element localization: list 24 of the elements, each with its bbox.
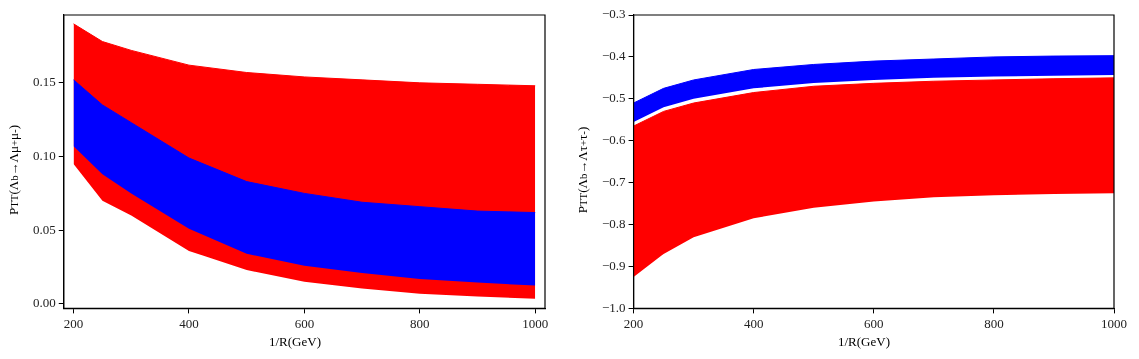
x-axis-title: 1/R(GeV) [837, 334, 891, 350]
y-tick-label: −0.7 [601, 174, 627, 190]
x-tick-label: 600 [294, 315, 315, 331]
x-tick-label: 400 [743, 315, 764, 331]
y-tick-label: −0.4 [601, 48, 627, 64]
x-axis-title: 1/R(GeV) [268, 334, 322, 350]
y-tick-label: 0.00 [33, 295, 56, 311]
y-tick-label: −0.5 [601, 90, 626, 106]
y-tick-label: 0.15 [33, 74, 56, 90]
x-tick-label: 600 [864, 315, 884, 331]
y-tick-label: −0.3 [601, 6, 626, 22]
y-tick-label: −0.8 [601, 215, 626, 231]
y-tick-label: 0.10 [33, 147, 56, 163]
x-tick-label: 800 [410, 315, 430, 331]
y-tick-label: 0.05 [33, 221, 56, 237]
y-tick-label: −1.0 [601, 299, 626, 315]
x-tick-label: 1000 [522, 315, 549, 331]
x-tick-label: 200 [623, 315, 644, 331]
x-tick-label: 800 [984, 315, 1004, 331]
y-tick-label: −0.6 [601, 132, 627, 148]
y-tick-label: −0.9 [601, 257, 626, 273]
x-tick-label: 1000 [1101, 315, 1127, 331]
x-tick-label: 400 [179, 315, 199, 331]
x-tick-label: 200 [63, 315, 84, 331]
